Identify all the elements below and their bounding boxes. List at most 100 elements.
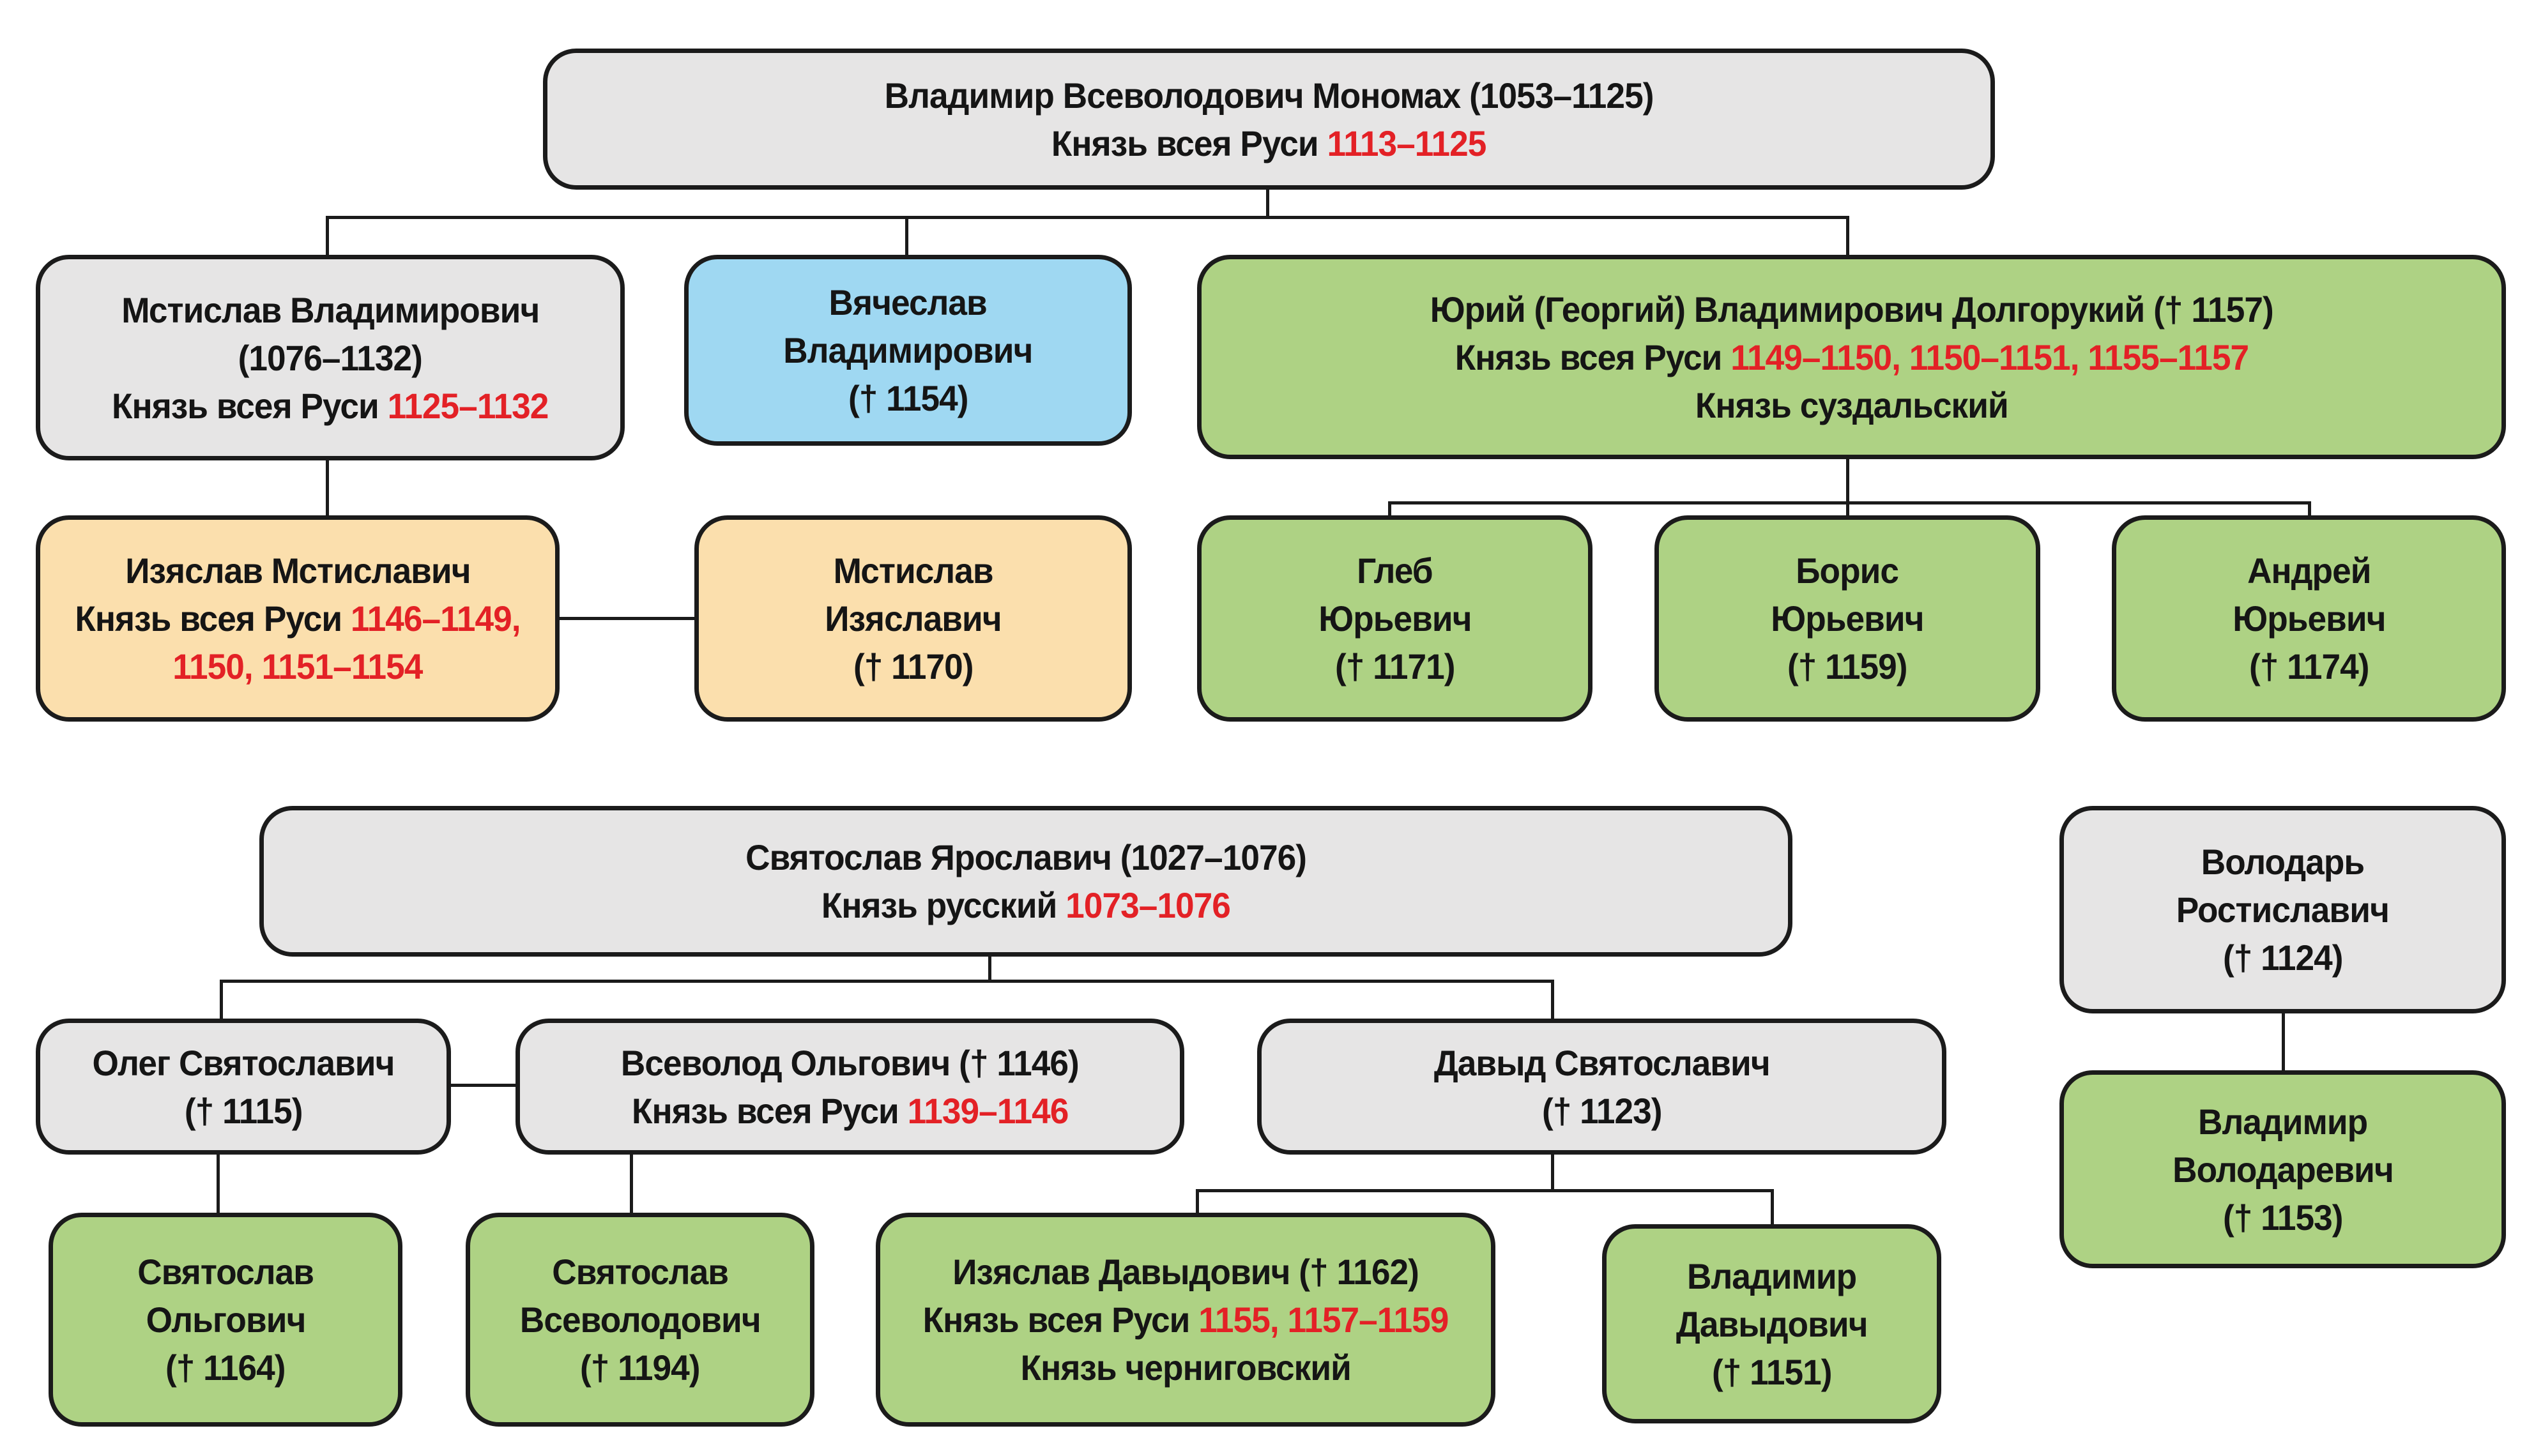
person-text-line: Владимир: [2197, 1101, 2368, 1142]
person-box-svyatoslav-vsevolodovich: Святослав Всеволодович († 1194): [466, 1213, 814, 1427]
person-text-line: Володарь: [2201, 842, 2365, 882]
person-text-line: Олег Святославич: [92, 1042, 395, 1083]
person-text-line: († 1159): [1787, 646, 1908, 686]
person-text-line: († 1115): [184, 1090, 303, 1131]
connector-drop-gleb: [1388, 501, 1391, 515]
person-text-line: Владимир Всеволодович Мономах (1053–1125…: [884, 75, 1654, 116]
person-text-line: († 1194): [580, 1347, 701, 1388]
connector-oleg-to-vsevolod: [451, 1084, 515, 1087]
person-box-oleg-svyatoslavich: Олег Святославич († 1115): [36, 1019, 451, 1155]
person-text-line: Андрей: [2247, 550, 2371, 591]
connector-yuri-bus: [1388, 501, 2311, 504]
person-text-line: Юрьевич: [1318, 598, 1472, 639]
connector-drop-oleg: [220, 980, 223, 1019]
connector-volodar-to-vladimir: [2282, 1013, 2285, 1070]
connector-davyd-bus: [1196, 1189, 1774, 1192]
person-text-line: Святослав: [137, 1252, 314, 1292]
person-box-vladimir-davydovich: Владимир Давыдович († 1151): [1602, 1224, 1941, 1423]
reign-years: 1146–1149,: [350, 598, 521, 639]
person-text-line: Юрьевич: [2232, 598, 2386, 639]
person-text-line: Мстислав: [833, 550, 993, 591]
connector-drop-yuri: [1846, 216, 1849, 255]
connector-drop-vladimir-davydovich: [1771, 1189, 1774, 1224]
person-box-vyacheslav-vladimirovich: Вячеслав Владимирович († 1154): [684, 255, 1132, 446]
person-box-svyatoslav-yaroslavich: Святослав Ярославич (1027–1076) Князь рус…: [259, 806, 1792, 957]
person-text-line: Володаревич: [2172, 1149, 2394, 1190]
person-text-line: Изяслав Мстиславич: [125, 550, 471, 591]
reign-years: 1073–1076: [1065, 885, 1231, 925]
person-text-line: Князь всея Руси 1146–1149,: [75, 598, 521, 639]
person-box-mstislav-vladimirovich: Мстислав Владимирович (1076–1132) Князь вс…: [36, 255, 625, 460]
person-box-izyaslav-davydovich: Изяслав Давыдович († 1162) Князь всея Рус…: [876, 1213, 1495, 1427]
connector-drop-davyd: [1551, 980, 1554, 1019]
person-text-line: Мстислав Владимирович: [121, 289, 540, 330]
person-text-line: Давыд Святославич: [1433, 1042, 1771, 1083]
person-text-line: († 1174): [2249, 646, 2370, 686]
person-box-gleb-yuryevich: Глеб Юрьевич († 1171): [1197, 515, 1592, 722]
person-text-line: Князь черниговский: [1020, 1347, 1351, 1388]
person-box-volodar-rostislavich: Володарь Ростиславич († 1124): [2059, 806, 2506, 1013]
person-text-line: (1076–1132): [238, 337, 423, 378]
person-box-yuri-dolgoruky: Юрий (Георгий) Владимирович Долгорукий (…: [1197, 255, 2506, 459]
connector-monomakh-stem: [1266, 190, 1269, 219]
connector-oleg-to-svyatoslav-olgovich: [217, 1155, 220, 1213]
reign-years: 1149–1150, 1150–1151, 1155–1157: [1730, 337, 2249, 377]
connector-drop-vyacheslav: [905, 216, 908, 255]
person-text-line: Всеволодович: [519, 1300, 761, 1340]
reign-years: 1155, 1157–1159: [1198, 1300, 1449, 1340]
person-box-vsevolod-olgovich: Всеволод Ольгович († 1146) Князь всея Рус…: [515, 1019, 1184, 1155]
person-text-line: († 1153): [2222, 1197, 2344, 1238]
person-box-vladimir-volodarevich: Владимир Володаревич († 1153): [2059, 1070, 2506, 1268]
connector-yuri-stem: [1846, 459, 1849, 501]
person-text-line: Борис: [1796, 550, 1900, 591]
person-text-line: Князь суздальский: [1695, 384, 2009, 425]
person-text-line: Владимир: [1686, 1255, 1857, 1296]
person-text-line: († 1164): [165, 1347, 286, 1388]
connector-mstislav-to-izyaslav: [326, 460, 329, 515]
connector-davyd-stem: [1551, 1155, 1554, 1192]
person-box-izyaslav-mstislavich: Изяслав Мстиславич Князь всея Руси 1146–1…: [36, 515, 560, 722]
connector-svyatoslav-bus: [220, 980, 1554, 983]
reign-years: 1150, 1151–1154: [172, 646, 423, 686]
person-text-line: Юрий (Георгий) Владимирович Долгорукий (…: [1430, 289, 2273, 330]
person-text-line: Ростиславич: [2176, 890, 2390, 930]
connector-svyatoslav-stem: [988, 957, 991, 983]
connector-monomakh-bus: [326, 216, 1849, 219]
reign-years: 1125–1132: [387, 385, 549, 426]
person-text-line: Изяслав Давыдович († 1162): [952, 1252, 1419, 1292]
person-text-line: Всеволод Ольгович († 1146): [621, 1042, 1080, 1083]
person-text-line: Глеб: [1357, 550, 1433, 591]
connector-drop-izyaslav-davydovich: [1196, 1189, 1199, 1213]
person-text-line: († 1123): [1541, 1090, 1663, 1131]
person-box-davyd-svyatoslavich: Давыд Святославич († 1123): [1257, 1019, 1946, 1155]
person-text-line: († 1170): [853, 646, 974, 686]
person-text-line: († 1151): [1711, 1351, 1833, 1392]
connector-drop-andrey: [2308, 501, 2311, 515]
person-text-line: († 1171): [1334, 646, 1456, 686]
person-box-vladimir-monomakh: Владимир Всеволодович Мономах (1053–1125…: [543, 49, 1995, 190]
person-text-line: Князь всея Руси 1139–1146: [631, 1090, 1069, 1131]
person-text-line: († 1154): [848, 378, 969, 418]
person-text-line: Ольгович: [146, 1300, 306, 1340]
person-text-line: Князь всея Руси 1155, 1157–1159: [922, 1300, 1449, 1340]
person-text-line: 1150, 1151–1154: [172, 642, 423, 690]
person-box-svyatoslav-olgovich: Святослав Ольгович († 1164): [49, 1213, 402, 1427]
person-text-line: Князь всея Руси 1113–1125: [1051, 123, 1487, 163]
person-box-mstislav-izyaslavich: Мстислав Изяславич († 1170): [694, 515, 1132, 722]
person-text-line: Владимирович: [783, 330, 1033, 370]
person-text-line: Давыдович: [1676, 1303, 1868, 1344]
reign-years: 1113–1125: [1327, 123, 1487, 163]
person-text-line: Святослав: [552, 1252, 729, 1292]
person-text-line: Святослав Ярославич (1027–1076): [745, 837, 1307, 877]
connector-drop-boris: [1846, 501, 1849, 515]
person-text-line: († 1124): [2222, 937, 2344, 978]
person-box-andrey-yuryevich: Андрей Юрьевич († 1174): [2112, 515, 2506, 722]
person-text-line: Князь всея Руси 1125–1132: [112, 385, 549, 426]
reign-years: 1139–1146: [907, 1090, 1069, 1131]
person-box-boris-yuryevich: Борис Юрьевич († 1159): [1654, 515, 2040, 722]
person-text-line: Князь всея Руси 1149–1150, 1150–1151, 11…: [1455, 337, 2249, 377]
connector-izyaslav-to-mstislav-izyaslavich: [560, 617, 694, 620]
person-text-line: Князь русский 1073–1076: [821, 885, 1231, 925]
connector-drop-mstislav-vladimirovich: [326, 216, 329, 255]
